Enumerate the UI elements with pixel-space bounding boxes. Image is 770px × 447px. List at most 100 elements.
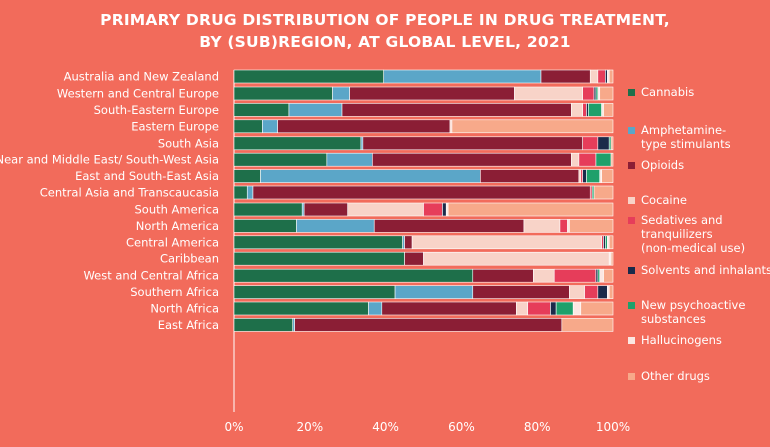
bar-segment-cannabis bbox=[233, 169, 261, 183]
bar-segment-amphetamine-type-stimulants bbox=[296, 219, 375, 233]
bar-segment-sedatives-and-tranquilizers-non-medical-use- bbox=[582, 86, 595, 101]
bar-segment-other-drugs bbox=[608, 285, 614, 299]
bar-segment-cocaine bbox=[589, 69, 599, 84]
legend-swatch bbox=[628, 302, 635, 309]
bar-segment-opioids bbox=[252, 185, 591, 200]
x-tick-label: 0% bbox=[224, 420, 243, 434]
bar-segment-new-psychoactive-substances bbox=[588, 103, 602, 117]
legend-label: Amphetamine- type stimulants bbox=[641, 123, 731, 151]
bar-segment-other-drugs bbox=[593, 185, 614, 200]
x-tick-label: 80% bbox=[524, 420, 551, 434]
bar-segment-cocaine bbox=[533, 268, 555, 283]
bar-segment-solvents-and-inhalants bbox=[442, 202, 447, 217]
bar-segment-cocaine bbox=[347, 202, 424, 217]
x-tick-label: 20% bbox=[296, 420, 323, 434]
legend-label: Cannabis bbox=[641, 85, 695, 99]
bar-segment-opioids bbox=[372, 152, 572, 167]
bar-segment-solvents-and-inhalants bbox=[597, 285, 608, 299]
bar-segment-hallucinogens bbox=[599, 268, 604, 283]
bar-segment-other-drugs bbox=[610, 152, 614, 167]
row-label: Caribbean bbox=[160, 252, 219, 266]
bar-segment-other-drugs bbox=[580, 301, 614, 316]
bar-segment-cocaine bbox=[569, 285, 585, 299]
row-label: Near and Middle East/ South-West Asia bbox=[0, 153, 219, 167]
bar-segment-cocaine bbox=[516, 301, 529, 316]
row-label: Australia and New Zealand bbox=[64, 70, 219, 84]
row-label: West and Central Africa bbox=[83, 269, 219, 283]
bar-segment-opioids bbox=[404, 235, 413, 250]
bar-segment-opioids bbox=[341, 103, 572, 117]
bar-segment-cocaine bbox=[523, 219, 561, 233]
bar-segment-other-drugs bbox=[601, 169, 614, 183]
legend-swatch bbox=[628, 89, 635, 96]
bar-segment-cocaine bbox=[411, 235, 602, 250]
bar-segment-sedatives-and-tranquilizers-non-medical-use- bbox=[423, 202, 443, 217]
bar-segment-opioids bbox=[381, 301, 517, 316]
legend-label: Solvents and inhalants bbox=[641, 263, 770, 277]
bar-segment-amphetamine-type-stimulants bbox=[332, 86, 350, 101]
row-label: Western and Central Europe bbox=[57, 87, 219, 101]
bar-segment-amphetamine-type-stimulants bbox=[368, 301, 383, 316]
bar-segment-other-drugs bbox=[608, 69, 614, 84]
bar-segment-opioids bbox=[404, 251, 424, 266]
bar-segment-amphetamine-type-stimulants bbox=[394, 285, 474, 299]
bar-segment-cannabis bbox=[233, 86, 333, 101]
row-label: South-Eastern Europe bbox=[94, 103, 219, 117]
bar-segment-amphetamine-type-stimulants bbox=[383, 69, 542, 84]
bar-segment-other-drugs bbox=[603, 268, 614, 283]
row-label: East and South-East Asia bbox=[75, 169, 219, 183]
row-label: North America bbox=[136, 219, 219, 233]
bar-segment-sedatives-and-tranquilizers-non-medical-use- bbox=[584, 285, 599, 299]
bar-segment-amphetamine-type-stimulants bbox=[326, 152, 373, 167]
bar-segment-cocaine bbox=[571, 152, 580, 167]
bar-segment-solvents-and-inhalants bbox=[582, 169, 587, 183]
legend-swatch bbox=[628, 267, 635, 274]
chart-title-line-2: BY (SUB)REGION, AT GLOBAL LEVEL, 2021 bbox=[199, 33, 571, 51]
bar-segment-opioids bbox=[277, 119, 451, 134]
bar-segment-new-psychoactive-substances bbox=[555, 301, 574, 316]
bar-segment-opioids bbox=[472, 268, 534, 283]
bar-segment-amphetamine-type-stimulants bbox=[260, 169, 481, 183]
bar-segment-solvents-and-inhalants bbox=[597, 136, 610, 151]
bar-segment-cannabis bbox=[233, 318, 294, 332]
bar-segment-sedatives-and-tranquilizers-non-medical-use- bbox=[553, 268, 597, 283]
chart-title-line-1: PRIMARY DRUG DISTRIBUTION OF PEOPLE IN D… bbox=[100, 11, 670, 29]
bar-segment-cannabis bbox=[233, 103, 290, 117]
bar-segment-cocaine bbox=[423, 251, 610, 266]
bar-segment-cannabis bbox=[233, 185, 248, 200]
bar-segment-opioids bbox=[472, 285, 570, 299]
legend-swatch bbox=[628, 217, 635, 224]
bar-segment-cannabis bbox=[233, 219, 297, 233]
bar-segment-sedatives-and-tranquilizers-non-medical-use- bbox=[582, 136, 599, 151]
x-tick-label: 40% bbox=[372, 420, 399, 434]
bar-segment-opioids bbox=[480, 169, 580, 183]
bar-segment-cannabis bbox=[233, 268, 474, 283]
legend-swatch bbox=[628, 197, 635, 204]
bar-segment-opioids bbox=[294, 318, 563, 332]
bar-segment-opioids bbox=[303, 202, 349, 217]
bar-segment-cannabis bbox=[233, 235, 403, 250]
bar-segment-sedatives-and-tranquilizers-non-medical-use- bbox=[578, 152, 597, 167]
bar-segment-other-drugs bbox=[569, 219, 614, 233]
bar-segment-cannabis bbox=[233, 285, 396, 299]
bar-segment-solvents-and-inhalants bbox=[550, 301, 557, 316]
row-label: Southern Africa bbox=[130, 285, 219, 299]
bar-segment-cannabis bbox=[233, 202, 303, 217]
bar-segment-opioids bbox=[373, 219, 525, 233]
bar-segment-sedatives-and-tranquilizers-non-medical-use- bbox=[559, 219, 568, 233]
bar-segment-cannabis bbox=[233, 69, 385, 84]
bar-segment-cannabis bbox=[233, 136, 362, 151]
row-label: East Africa bbox=[158, 318, 219, 332]
legend-label: Cocaine bbox=[641, 193, 687, 207]
bar-segment-other-drugs bbox=[599, 86, 614, 101]
x-tick-label: 100% bbox=[596, 420, 630, 434]
x-tick-label: 60% bbox=[448, 420, 475, 434]
bar-segment-amphetamine-type-stimulants bbox=[288, 103, 343, 117]
legend-label: New psychoactive substances bbox=[641, 298, 746, 326]
bar-segment-new-psychoactive-substances bbox=[595, 152, 612, 167]
row-label: Central America bbox=[126, 235, 219, 249]
bar-segment-other-drugs bbox=[603, 103, 614, 117]
row-label: Eastern Europe bbox=[131, 119, 219, 133]
bar-segment-new-psychoactive-substances bbox=[586, 169, 601, 183]
legend-label: Other drugs bbox=[641, 369, 710, 383]
